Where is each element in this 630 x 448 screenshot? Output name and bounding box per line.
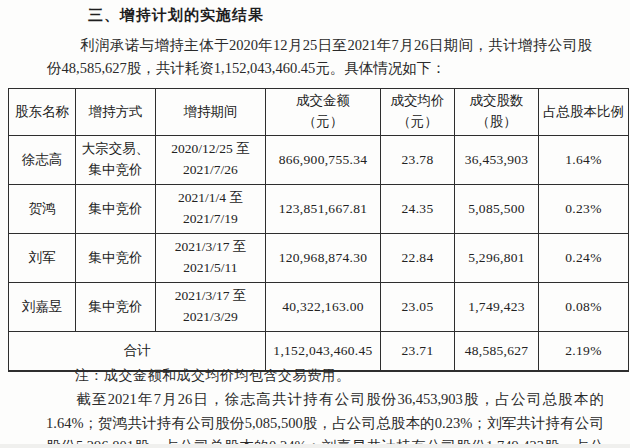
cell-avg-price: 24.35 xyxy=(381,185,455,234)
cell-period-line1: 2021/3/17 至 xyxy=(158,286,263,307)
cell-period-line1: 2021/3/17 至 xyxy=(158,237,263,258)
cell-amount: 123,851,667.81 xyxy=(266,185,381,234)
summary-paragraph: 截至2021年7月26日，徐志高共计持有公司股份36,453,903股，占公司总… xyxy=(46,388,604,448)
col-header-price: 成交均价 （元） xyxy=(381,89,455,136)
table-row: 贺鸿 集中竞价 2021/1/4 至 2021/7/19 123,851,667… xyxy=(9,185,629,234)
cell-shareholder-name: 徐志高 xyxy=(9,136,76,185)
cell-ratio: 0.23% xyxy=(539,185,629,234)
col-header-amount-line2: （元） xyxy=(268,112,378,133)
cell-method-line2: 集中竞价 xyxy=(78,160,153,181)
cell-period: 2020/12/25 至 2021/7/26 xyxy=(156,136,266,185)
col-header-price-line2: （元） xyxy=(383,112,452,133)
total-avg-price: 23.71 xyxy=(381,332,455,372)
cell-method: 集中竞价 xyxy=(76,234,156,283)
table-footnote: 注：成交金额和成交均价均包含交易费用。 xyxy=(75,367,351,385)
total-ratio: 2.19% xyxy=(539,332,629,372)
cell-shares: 1,749,423 xyxy=(455,283,539,332)
cell-amount: 40,322,163.00 xyxy=(266,283,381,332)
cell-shares: 5,085,500 xyxy=(455,185,539,234)
cell-period-line2: 2021/7/26 xyxy=(158,160,263,181)
cell-avg-price: 22.84 xyxy=(381,234,455,283)
cell-method: 集中竞价 xyxy=(76,283,156,332)
total-amount: 1,152,043,460.45 xyxy=(266,332,381,372)
cell-ratio: 0.24% xyxy=(539,234,629,283)
table-row: 刘嘉昱 集中竞价 2021/3/17 至 2021/3/29 40,322,16… xyxy=(9,283,629,332)
cell-ratio: 1.64% xyxy=(539,136,629,185)
cell-shareholder-name: 刘嘉昱 xyxy=(9,283,76,332)
cell-ratio: 0.08% xyxy=(539,283,629,332)
cell-amount: 866,900,755.34 xyxy=(266,136,381,185)
cell-avg-price: 23.78 xyxy=(381,136,455,185)
total-label: 合计 xyxy=(9,332,266,372)
col-header-shares: 成交股数 （股） xyxy=(455,89,539,136)
col-header-period: 增持期间 xyxy=(156,89,266,136)
cell-shareholder-name: 贺鸿 xyxy=(9,185,76,234)
col-header-ratio: 占总股本比例 xyxy=(539,89,629,136)
col-header-amount: 成交金额 （元） xyxy=(266,89,381,136)
table-row: 刘军 集中竞价 2021/3/17 至 2021/5/11 120,968,87… xyxy=(9,234,629,283)
cell-period: 2021/1/4 至 2021/7/19 xyxy=(156,185,266,234)
document-page: 三、增持计划的实施结果 利润承诺与增持主体于2020年12月25日至2021年7… xyxy=(0,0,630,448)
col-header-price-line1: 成交均价 xyxy=(383,91,452,112)
cell-avg-price: 23.05 xyxy=(381,283,455,332)
table-header-row: 股东名称 增持方式 增持期间 成交金额 （元） 成交均价 （元） 成交股数 （股… xyxy=(9,89,629,136)
cell-method: 集中竞价 xyxy=(76,185,156,234)
cell-method: 大宗交易、 集中竞价 xyxy=(76,136,156,185)
cell-period: 2021/3/17 至 2021/3/29 xyxy=(156,283,266,332)
cell-period-line1: 2020/12/25 至 xyxy=(158,139,263,160)
intro-paragraph: 利润承诺与增持主体于2020年12月25日至2021年7月26日期间，共计增持公… xyxy=(47,34,592,80)
section-title: 三、增持计划的实施结果 xyxy=(88,6,264,25)
cell-period: 2021/3/17 至 2021/5/11 xyxy=(156,234,266,283)
cell-period-line2: 2021/5/11 xyxy=(158,258,263,279)
total-row: 合计 1,152,043,460.45 23.71 48,585,627 2.1… xyxy=(9,332,629,372)
cell-method-line1: 大宗交易、 xyxy=(78,139,153,160)
cell-period-line1: 2021/1/4 至 xyxy=(158,188,263,209)
cell-shareholder-name: 刘军 xyxy=(9,234,76,283)
table-row: 徐志高 大宗交易、 集中竞价 2020/12/25 至 2021/7/26 86… xyxy=(9,136,629,185)
col-header-amount-line1: 成交金额 xyxy=(268,91,378,112)
cell-shares: 5,296,801 xyxy=(455,234,539,283)
col-header-shares-line1: 成交股数 xyxy=(457,91,536,112)
col-header-method: 增持方式 xyxy=(76,89,156,136)
col-header-shareholder: 股东名称 xyxy=(9,89,76,136)
total-shares: 48,585,627 xyxy=(455,332,539,372)
cell-period-line2: 2021/7/19 xyxy=(158,209,263,230)
holdings-table: 股东名称 增持方式 增持期间 成交金额 （元） 成交均价 （元） 成交股数 （股… xyxy=(8,88,629,372)
page-bottom-edge xyxy=(0,444,630,448)
cell-shares: 36,453,903 xyxy=(455,136,539,185)
col-header-shares-line2: （股） xyxy=(457,112,536,133)
cell-period-line2: 2021/3/29 xyxy=(158,307,263,328)
cell-amount: 120,968,874.30 xyxy=(266,234,381,283)
